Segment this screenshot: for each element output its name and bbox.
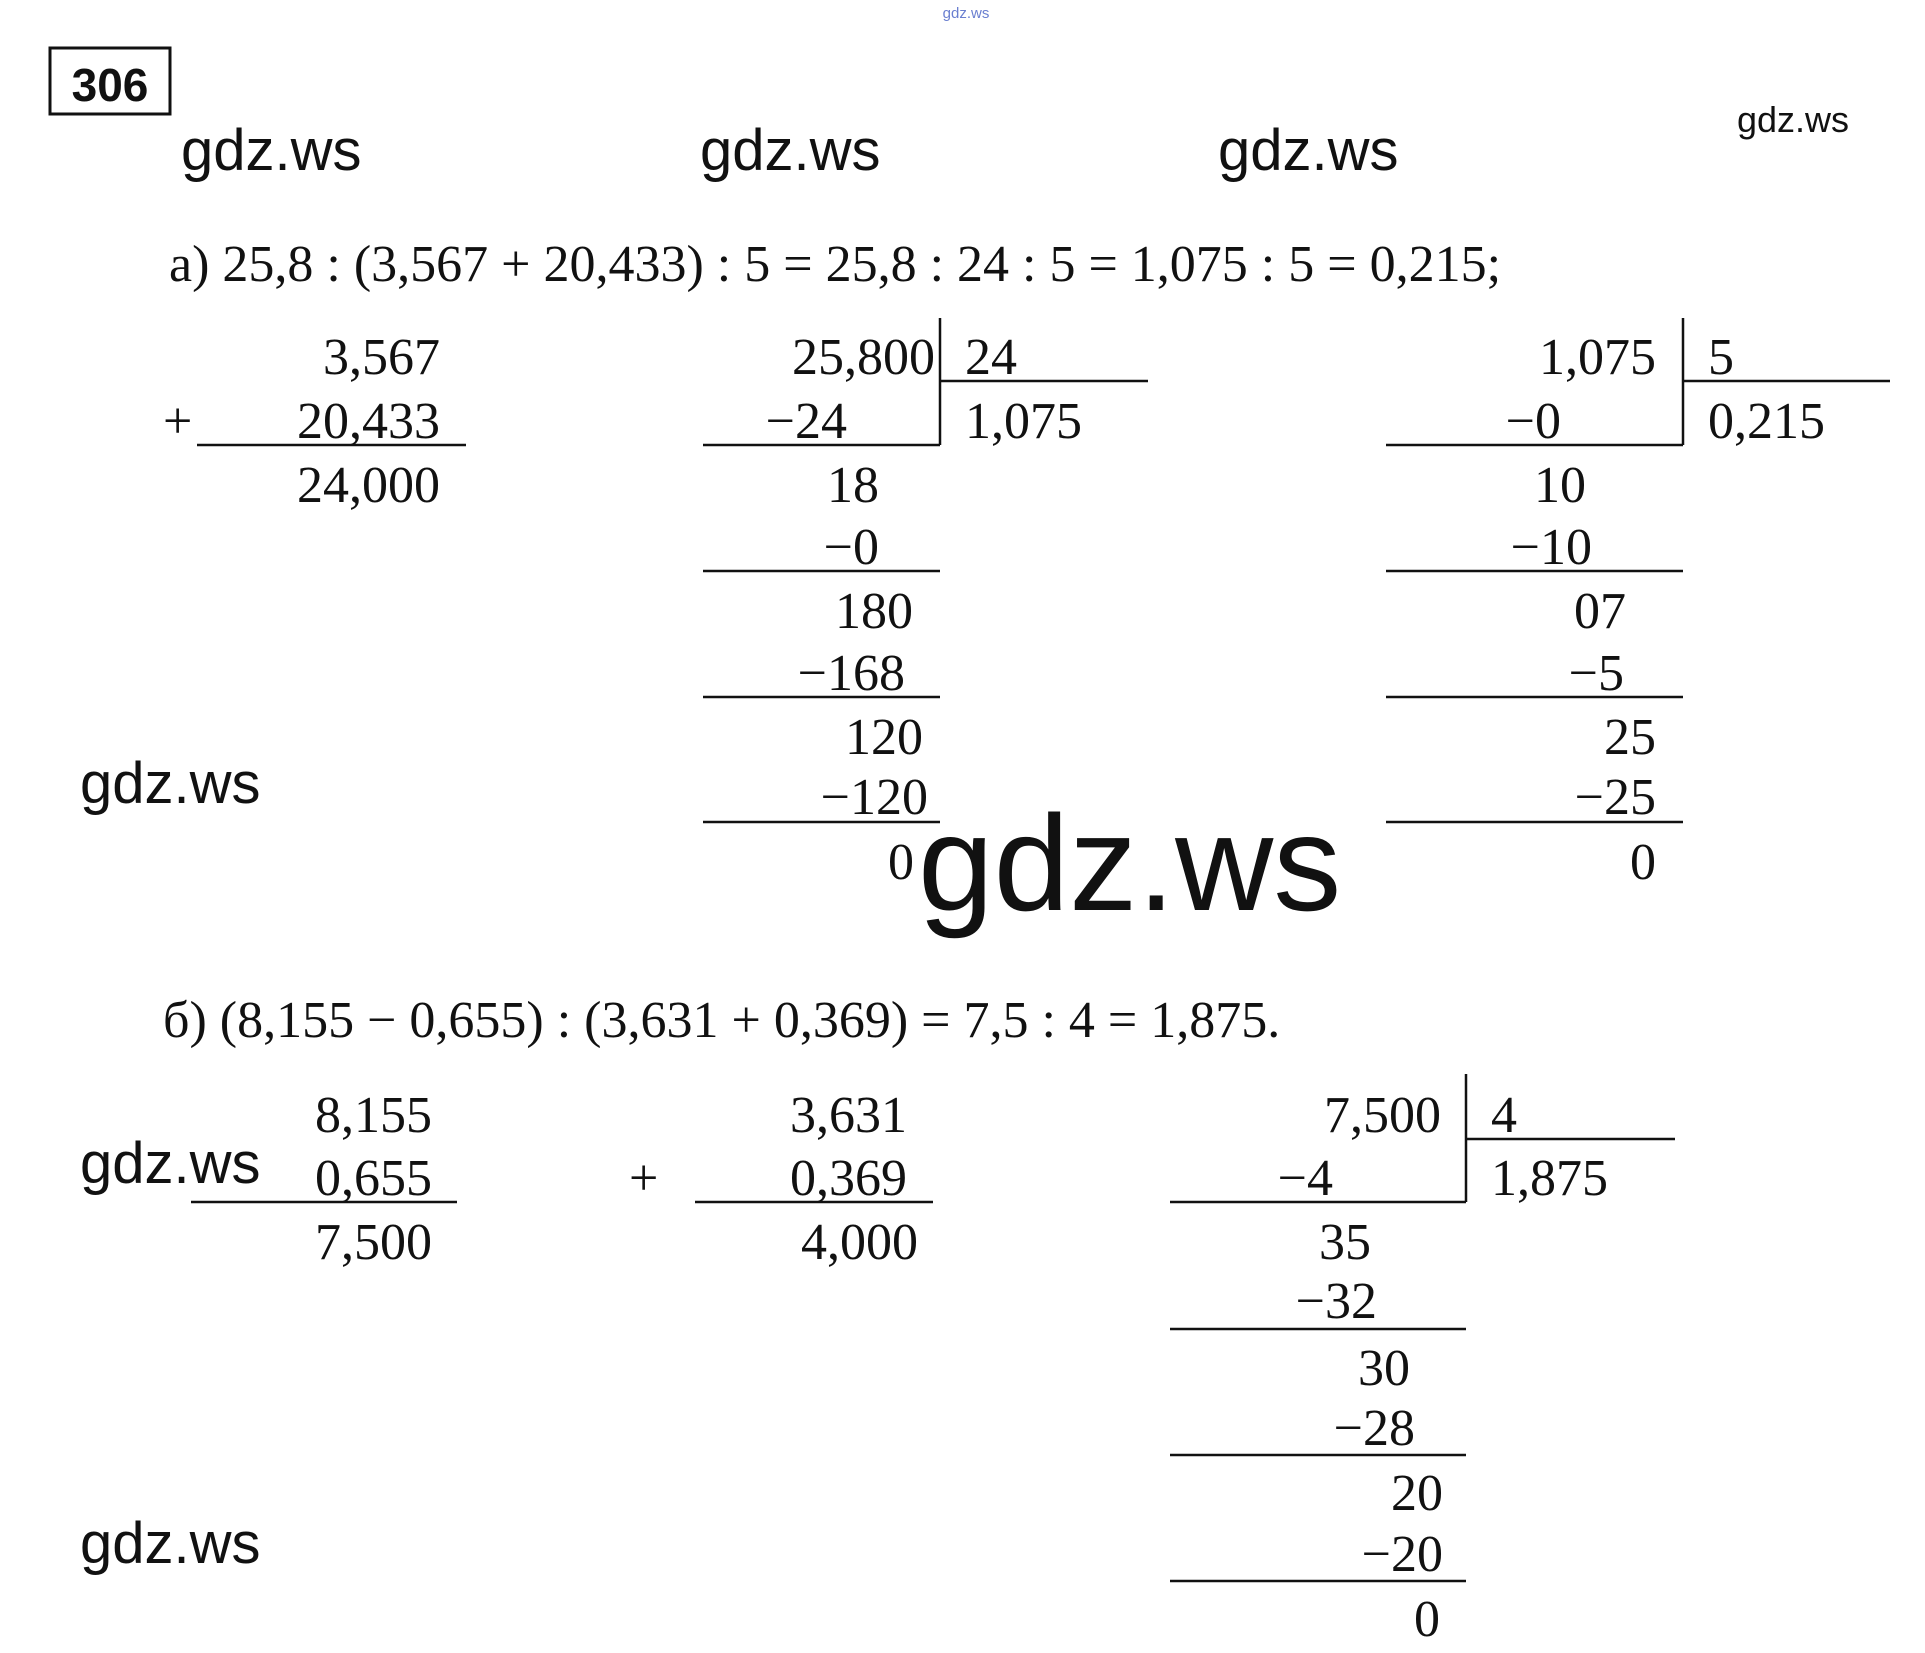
step: −0 [824, 519, 879, 576]
step: −25 [1575, 769, 1656, 826]
step: −120 [821, 769, 928, 826]
step: 120 [845, 709, 923, 766]
number-box [48, 46, 172, 116]
step: −5 [1569, 645, 1624, 702]
operator: + [629, 1150, 658, 1207]
step: −0 [1506, 393, 1561, 450]
addition: 3,567 + 20,433 24,000 [163, 329, 466, 514]
step: −20 [1362, 1526, 1443, 1583]
step: 180 [835, 583, 913, 640]
step: −28 [1334, 1400, 1415, 1457]
dividend: 7,500 [1324, 1087, 1441, 1144]
subtraction: 8,155 0,655 7,500 [191, 1087, 457, 1271]
dividend: 1,075 [1539, 329, 1656, 386]
quotient: 1,075 [965, 393, 1082, 450]
step: 20 [1391, 1465, 1443, 1522]
result: 7,500 [315, 1214, 432, 1271]
expression: б) (8,155 − 0,655) : (3,631 + 0,369) = 7… [163, 992, 1280, 1049]
divisor: 5 [1708, 329, 1734, 386]
site-mark: gdz.ws [943, 5, 990, 22]
step: 30 [1358, 1340, 1410, 1397]
step: 0 [1630, 834, 1656, 891]
dividend: 25,800 [792, 329, 935, 386]
operand: 20,433 [297, 393, 440, 450]
operand: 3,631 [790, 1087, 907, 1144]
watermark: gdz.ws [80, 1511, 261, 1576]
step: 0 [888, 834, 914, 891]
step: −168 [798, 645, 905, 702]
watermarks: gdz.ws gdz.ws gdz.ws gdz.ws gdz.ws gdz.w… [80, 99, 1849, 1576]
step: −10 [1511, 519, 1592, 576]
operand: 8,155 [315, 1087, 432, 1144]
step: −32 [1296, 1273, 1377, 1330]
operand: 0,655 [315, 1150, 432, 1207]
divisor: 24 [965, 329, 1017, 386]
step: 18 [827, 457, 879, 514]
watermark: gdz.ws [918, 787, 1341, 939]
quotient: 1,875 [1491, 1150, 1608, 1207]
watermark: gdz.ws [181, 118, 362, 183]
problem-number: 306 [72, 59, 149, 111]
watermark: gdz.ws [80, 1131, 261, 1196]
watermark: gdz.ws [1218, 118, 1399, 183]
operand: 3,567 [323, 329, 440, 386]
step: 07 [1574, 583, 1626, 640]
watermark: gdz.ws [80, 751, 261, 816]
long-division: 1,075 5 0,215 −0 10 −10 07 −5 25 −25 0 [1386, 318, 1890, 891]
quotient: 0,215 [1708, 393, 1825, 450]
watermark: gdz.ws [1737, 99, 1849, 140]
operand: 0,369 [790, 1150, 907, 1207]
divisor: 4 [1491, 1087, 1517, 1144]
step: −24 [766, 393, 847, 450]
step: 35 [1319, 1214, 1371, 1271]
step: 25 [1604, 709, 1656, 766]
operator: + [163, 393, 192, 450]
expression: а) 25,8 : (3,567 + 20,433) : 5 = 25,8 : … [169, 236, 1501, 293]
step: 10 [1534, 457, 1586, 514]
result: 4,000 [801, 1214, 918, 1271]
long-division: 7,500 4 1,875 −4 35 −32 30 −28 20 −20 0 [1170, 1074, 1675, 1648]
long-division: 25,800 24 1,075 −24 18 −0 180 −168 120 −… [703, 318, 1148, 891]
step: 0 [1414, 1591, 1440, 1648]
watermark: gdz.ws [700, 118, 881, 183]
step: −4 [1278, 1150, 1333, 1207]
addition: 3,631 + 0,369 4,000 [629, 1087, 933, 1271]
result: 24,000 [297, 457, 440, 514]
